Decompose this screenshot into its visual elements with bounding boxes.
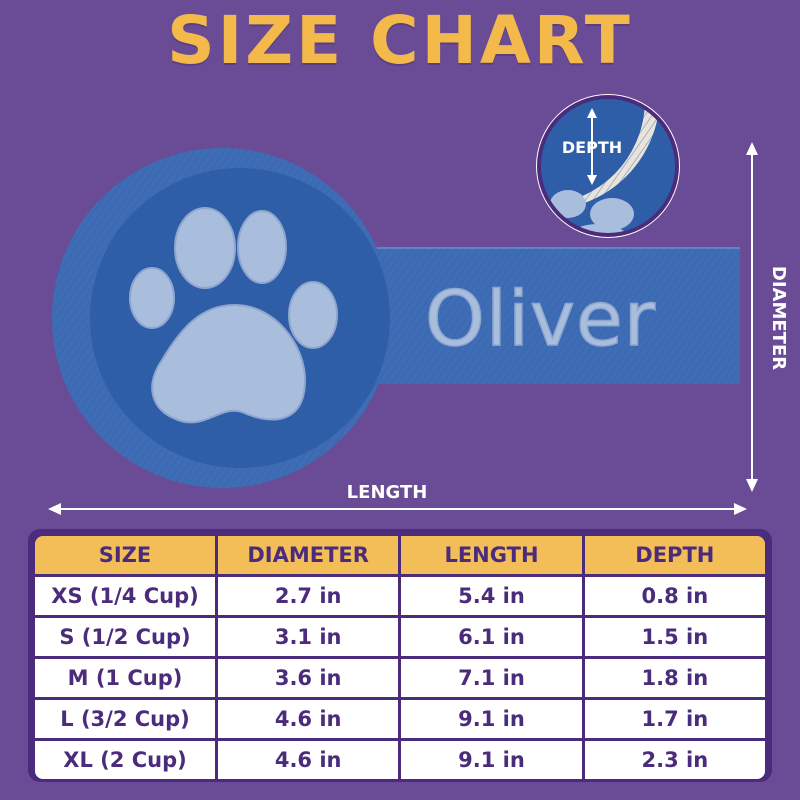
cell-length: 5.4 in — [401, 577, 582, 615]
cell-diameter: 4.6 in — [218, 700, 399, 738]
table-row: XL (2 Cup) 4.6 in 9.1 in 2.3 in — [35, 741, 765, 779]
diameter-dimension: DIAMETER — [746, 142, 789, 492]
size-table-container: SIZE DIAMETER LENGTH DEPTH XS (1/4 Cup) … — [28, 529, 772, 782]
cell-depth: 1.7 in — [584, 700, 765, 738]
table-row: L (3/2 Cup) 4.6 in 9.1 in 1.7 in — [35, 700, 765, 738]
table-row: S (1/2 Cup) 3.1 in 6.1 in 1.5 in — [35, 618, 765, 656]
cell-size: M (1 Cup) — [35, 659, 215, 697]
diameter-label: DIAMETER — [768, 266, 789, 370]
table-header-row: SIZE DIAMETER LENGTH DEPTH — [35, 536, 765, 574]
cell-length: 6.1 in — [401, 618, 582, 656]
cell-depth: 0.8 in — [584, 577, 765, 615]
page-title: SIZE CHART — [167, 2, 633, 79]
cell-length: 7.1 in — [401, 659, 582, 697]
cell-diameter: 3.1 in — [218, 618, 399, 656]
paw-icon — [129, 207, 338, 424]
depth-label: DEPTH — [562, 138, 622, 157]
cell-size: XL (2 Cup) — [35, 741, 215, 779]
table-row: M (1 Cup) 3.6 in 7.1 in 1.8 in — [35, 659, 765, 697]
engraved-name: Oliver — [425, 274, 656, 363]
scoop-illustration: Oliver DEPTH DIAMETER LENGTH — [48, 94, 789, 515]
header-depth: DEPTH — [584, 536, 765, 574]
length-label: LENGTH — [347, 482, 428, 503]
cell-depth: 1.8 in — [584, 659, 765, 697]
cell-depth: 1.5 in — [584, 618, 765, 656]
length-dimension: LENGTH — [48, 482, 747, 515]
cell-diameter: 4.6 in — [218, 741, 399, 779]
cell-diameter: 3.6 in — [218, 659, 399, 697]
scoop-handle — [330, 247, 740, 384]
header-size: SIZE — [35, 536, 215, 574]
cell-length: 9.1 in — [401, 741, 582, 779]
cell-diameter: 2.7 in — [218, 577, 399, 615]
cell-size: XS (1/4 Cup) — [35, 577, 215, 615]
size-table: SIZE DIAMETER LENGTH DEPTH XS (1/4 Cup) … — [32, 533, 768, 782]
header-diameter: DIAMETER — [218, 536, 399, 574]
header-length: LENGTH — [401, 536, 582, 574]
cell-depth: 2.3 in — [584, 741, 765, 779]
table-row: XS (1/4 Cup) 2.7 in 5.4 in 0.8 in — [35, 577, 765, 615]
cell-size: L (3/2 Cup) — [35, 700, 215, 738]
cell-size: S (1/2 Cup) — [35, 618, 215, 656]
cell-length: 9.1 in — [401, 700, 582, 738]
depth-zoom-inset: DEPTH — [536, 94, 680, 238]
